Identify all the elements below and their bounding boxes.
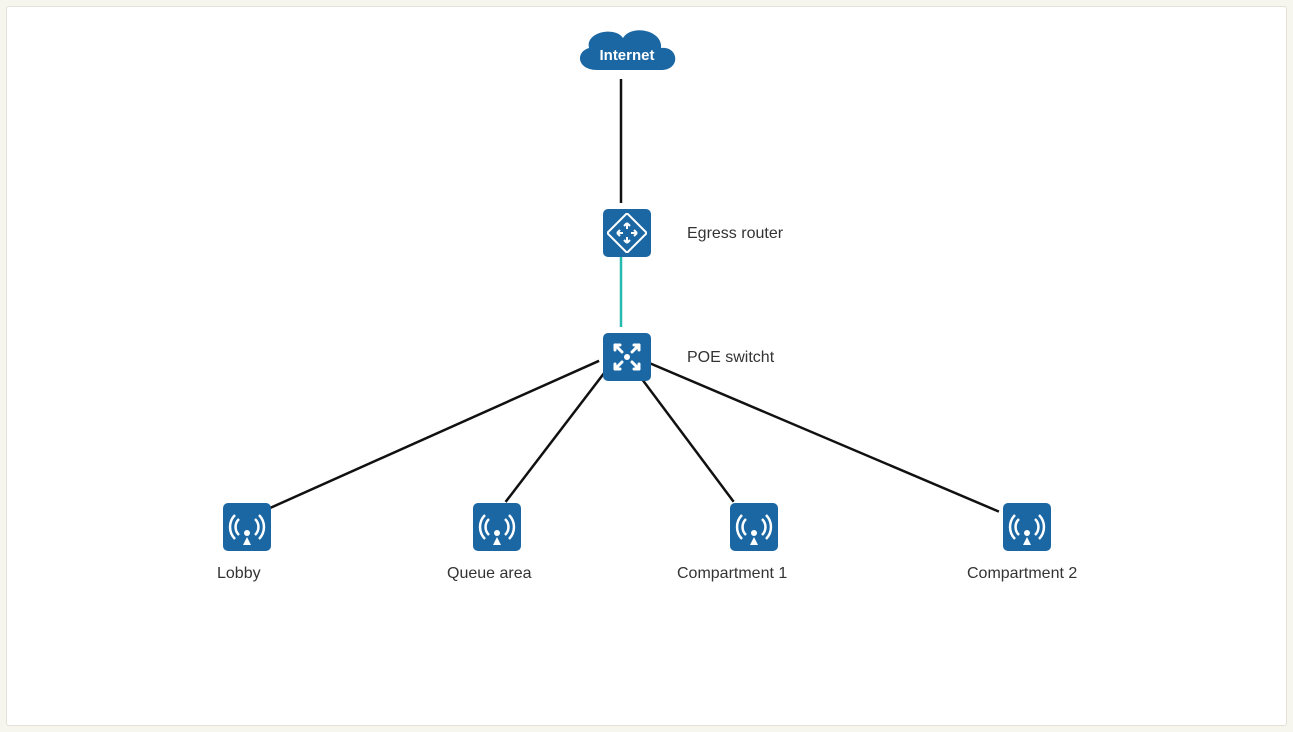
edge [635,370,733,502]
internet-label: Internet [597,47,657,64]
ap-comp1-label: Compartment 1 [677,565,787,583]
ap-lobby-label: Lobby [217,565,261,583]
egress-router-icon [603,209,651,257]
ap-queue-label: Queue area [447,565,532,583]
diagram-frame: Internet Egress router POE switcht Lobby [6,6,1287,726]
ap-comp2-icon [1003,503,1051,551]
ap-lobby-icon [223,503,271,551]
ap-comp2-label: Compartment 2 [967,565,1077,583]
edge [643,360,999,511]
poe-switch-icon [603,333,651,381]
poe-switch-label: POE switcht [687,349,774,367]
edge [506,370,607,502]
edge [263,361,599,511]
egress-router-label: Egress router [687,225,783,243]
ap-comp1-icon [730,503,778,551]
ap-queue-icon [473,503,521,551]
